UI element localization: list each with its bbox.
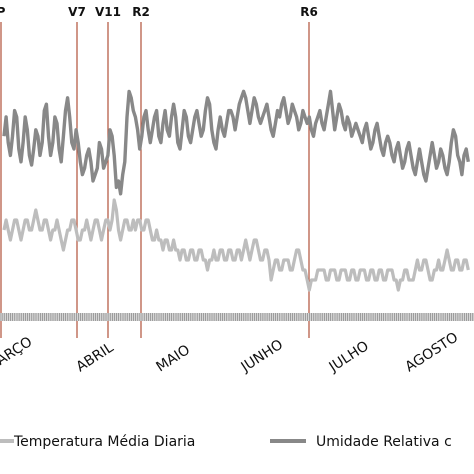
series-line-humidity [2, 89, 470, 196]
legend: Temperatura Média Diaria Umidade Relativ… [0, 434, 452, 450]
x-axis-band [0, 313, 474, 321]
stage-label-p: P [0, 5, 6, 19]
series-line-temperature [2, 198, 470, 292]
legend-temp-label: Temperatura Média Diaria [13, 434, 195, 450]
month-label-2: MAIO [153, 342, 193, 375]
stage-marker-lines [0, 22, 310, 338]
legend-humidity-label: Umidade Relativa c [316, 434, 452, 450]
stage-label-r6: R6 [300, 5, 318, 19]
stage-label-r2: R2 [132, 5, 150, 19]
series-layer [2, 89, 470, 292]
x-axis-ticks [0, 313, 474, 321]
stage-label-v11: V11 [95, 5, 121, 19]
stage-label-v7: V7 [68, 5, 86, 19]
stage-labels: P V7 V11 R2 R6 [0, 5, 318, 19]
month-label-4: JULHO [326, 338, 372, 376]
month-label-5: AGOSTO [402, 329, 461, 375]
x-axis [0, 313, 474, 321]
month-label-1: ABRIL [73, 340, 116, 376]
month-label-0: MARÇO [0, 334, 35, 375]
month-labels: MARÇO ABRIL MAIO JUNHO JULHO AGOSTO [0, 329, 461, 375]
month-label-3: JUNHO [238, 337, 286, 376]
